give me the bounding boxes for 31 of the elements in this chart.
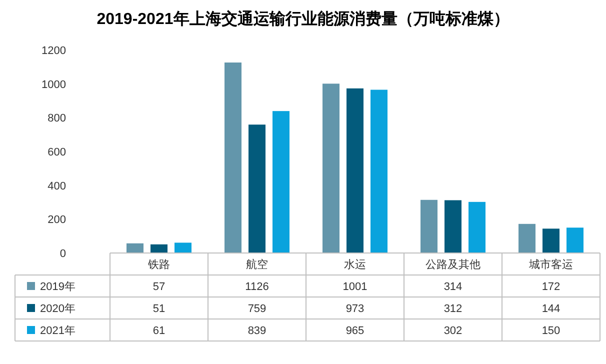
data-label: 973 [346, 303, 364, 315]
data-label: 1126 [245, 281, 269, 293]
data-label: 1001 [342, 281, 368, 293]
x-tick-label: 水运 [344, 258, 366, 271]
legend-label: 2021年 [40, 325, 76, 337]
data-label: 302 [444, 325, 462, 337]
data-label: 57 [152, 281, 166, 293]
legend-label: 2020年 [40, 303, 76, 315]
title: 2019-2021年上海交通运输行业能源消费量（万吨标准煤） [96, 11, 510, 28]
data-label: 172 [542, 281, 560, 293]
y-tick-label: 1000 [42, 78, 66, 91]
data-label: 51 [152, 303, 166, 315]
x-tick-label: 铁路 [147, 259, 170, 271]
data-label: 314 [444, 281, 462, 293]
legend-label: 2019年 [40, 281, 76, 293]
x-tick-label: 城市客运 [528, 258, 573, 271]
y-tick-label: 1200 [42, 45, 66, 57]
y-tick-label: 400 [48, 180, 66, 192]
data-label: 150 [542, 325, 560, 337]
y-tick-label: 200 [48, 214, 66, 226]
data-label: 839 [248, 325, 266, 337]
data-label: 965 [346, 325, 364, 337]
y-tick-label: 600 [48, 146, 66, 158]
data-label: 61 [152, 325, 166, 337]
data-label: 144 [542, 303, 560, 315]
data-label: 312 [444, 303, 462, 315]
y-tick-label: 800 [48, 112, 66, 125]
y-tick-label: 0 [60, 248, 66, 260]
data-label: 759 [248, 303, 266, 315]
x-tick-label: 公路及其他 [426, 258, 480, 271]
x-tick-label: 航空 [246, 258, 268, 271]
